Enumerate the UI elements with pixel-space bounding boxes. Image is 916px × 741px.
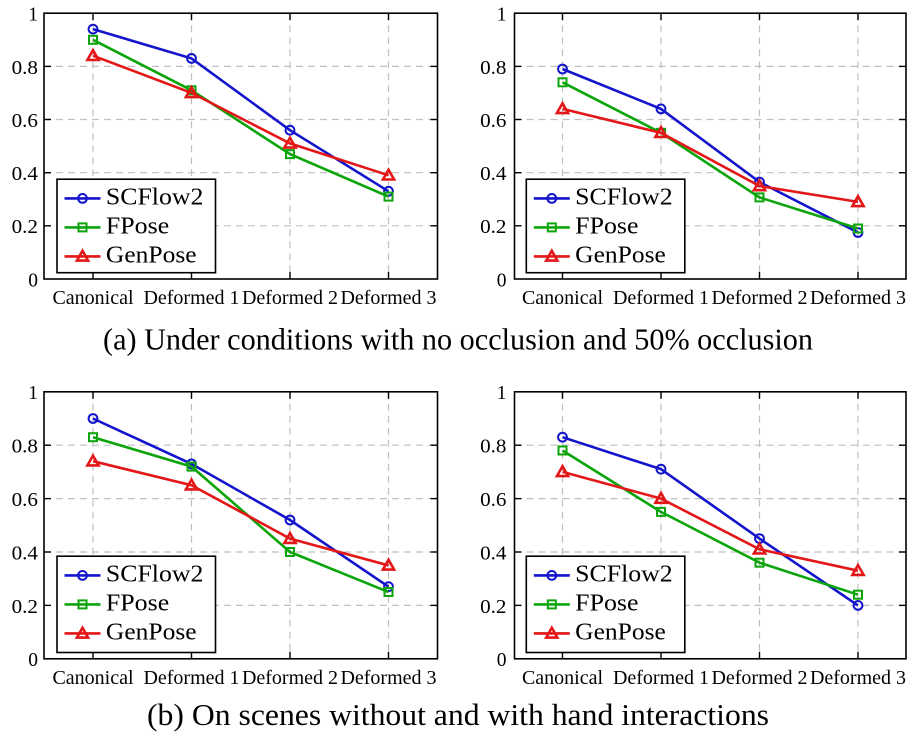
svg-text:0.6: 0.6 bbox=[12, 490, 39, 511]
svg-text:SCFlow2: SCFlow2 bbox=[106, 184, 203, 211]
svg-text:Canonical: Canonical bbox=[52, 667, 134, 689]
svg-text:FPose: FPose bbox=[575, 213, 638, 240]
svg-text:0: 0 bbox=[28, 650, 38, 671]
svg-text:0.6: 0.6 bbox=[480, 490, 507, 511]
svg-text:SCFlow2: SCFlow2 bbox=[575, 184, 673, 211]
svg-text:GenPose: GenPose bbox=[575, 619, 666, 646]
svg-text:Canonical: Canonical bbox=[52, 287, 134, 309]
svg-text:Deformed 2: Deformed 2 bbox=[711, 667, 807, 689]
svg-text:0.2: 0.2 bbox=[480, 597, 506, 618]
svg-text:FPose: FPose bbox=[575, 590, 638, 617]
svg-text:Deformed 3: Deformed 3 bbox=[340, 667, 436, 689]
svg-text:0: 0 bbox=[497, 650, 507, 671]
svg-text:1: 1 bbox=[28, 5, 38, 26]
svg-text:GenPose: GenPose bbox=[575, 242, 666, 269]
svg-text:0.2: 0.2 bbox=[12, 217, 38, 238]
svg-text:0.6: 0.6 bbox=[12, 111, 39, 132]
svg-text:0.8: 0.8 bbox=[480, 58, 506, 79]
svg-text:Deformed 3: Deformed 3 bbox=[810, 287, 906, 309]
svg-text:0.4: 0.4 bbox=[12, 164, 39, 185]
svg-text:Deformed 1: Deformed 1 bbox=[143, 667, 239, 689]
svg-text:SCFlow2: SCFlow2 bbox=[106, 561, 203, 588]
svg-text:0: 0 bbox=[28, 270, 38, 291]
svg-text:GenPose: GenPose bbox=[106, 242, 197, 269]
svg-text:SCFlow2: SCFlow2 bbox=[575, 561, 673, 588]
svg-text:Deformed 2: Deformed 2 bbox=[711, 287, 807, 309]
svg-text:(a) Under conditions with no o: (a) Under conditions with no occlusion a… bbox=[103, 321, 813, 356]
svg-text:0.2: 0.2 bbox=[480, 217, 506, 238]
svg-text:FPose: FPose bbox=[106, 590, 169, 617]
svg-text:1: 1 bbox=[497, 383, 507, 404]
svg-text:Deformed 1: Deformed 1 bbox=[613, 287, 709, 309]
svg-text:Deformed 3: Deformed 3 bbox=[810, 667, 906, 689]
svg-text:0.2: 0.2 bbox=[12, 597, 38, 618]
svg-text:Deformed 1: Deformed 1 bbox=[613, 667, 709, 689]
svg-text:0.8: 0.8 bbox=[12, 58, 38, 79]
svg-text:0.8: 0.8 bbox=[480, 437, 506, 458]
svg-text:FPose: FPose bbox=[106, 213, 169, 240]
svg-text:0.4: 0.4 bbox=[12, 543, 39, 564]
svg-text:Canonical: Canonical bbox=[522, 287, 604, 309]
svg-text:1: 1 bbox=[497, 5, 507, 26]
svg-text:0.4: 0.4 bbox=[480, 543, 507, 564]
svg-text:0.6: 0.6 bbox=[480, 111, 507, 132]
svg-text:Deformed 2: Deformed 2 bbox=[242, 667, 338, 689]
svg-text:Deformed 2: Deformed 2 bbox=[242, 287, 338, 309]
svg-text:0.8: 0.8 bbox=[12, 437, 38, 458]
svg-text:0.4: 0.4 bbox=[480, 164, 507, 185]
svg-text:Deformed 1: Deformed 1 bbox=[143, 287, 239, 309]
svg-text:1: 1 bbox=[28, 383, 38, 404]
svg-text:GenPose: GenPose bbox=[106, 619, 197, 646]
svg-text:Deformed 3: Deformed 3 bbox=[340, 287, 436, 309]
svg-text:(b) On scenes without and with: (b) On scenes without and with hand inte… bbox=[147, 697, 769, 732]
svg-text:Canonical: Canonical bbox=[522, 667, 604, 689]
svg-text:0: 0 bbox=[497, 270, 507, 291]
